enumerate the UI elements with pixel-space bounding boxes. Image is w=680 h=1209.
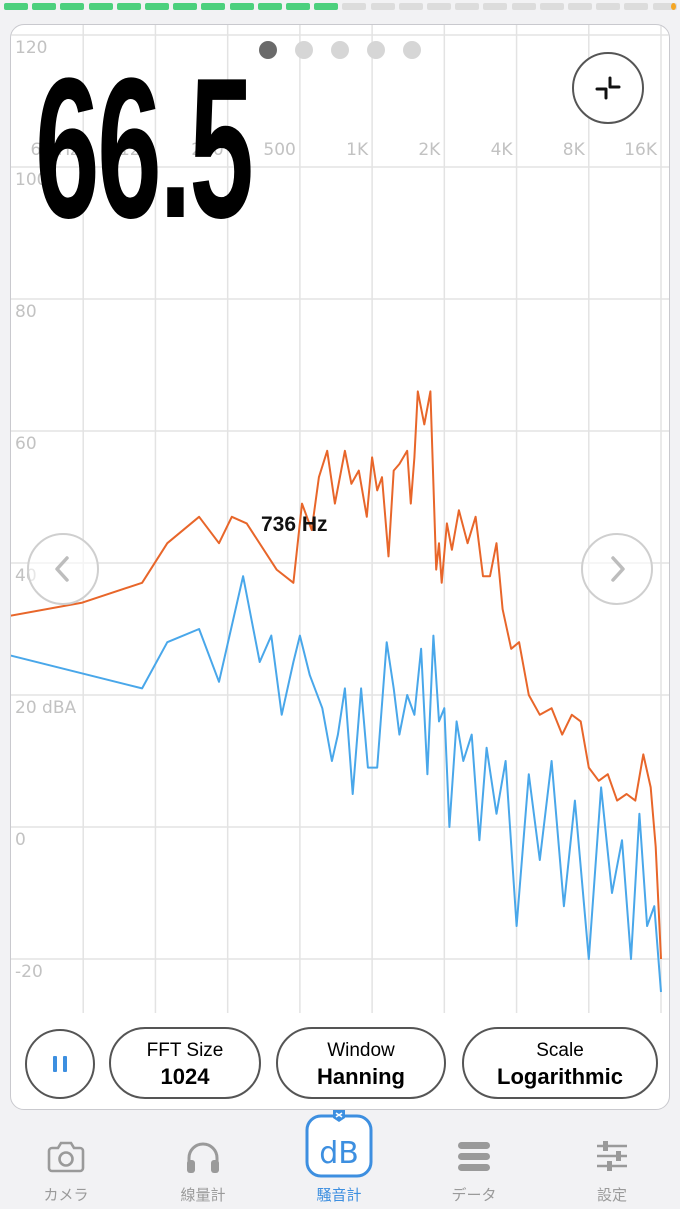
next-page-button[interactable] xyxy=(581,533,653,605)
chevron-right-icon xyxy=(611,556,625,582)
level-segment xyxy=(4,3,28,10)
x-tick-label: 1K xyxy=(346,140,369,160)
level-segment xyxy=(652,3,677,10)
level-segment xyxy=(116,3,141,10)
page-dot[interactable] xyxy=(367,41,385,59)
data-list-icon xyxy=(458,1142,490,1171)
collapse-button[interactable] xyxy=(572,52,644,124)
chevron-left-icon xyxy=(55,556,69,582)
spectrum-series-line xyxy=(11,575,662,993)
y-tick-label: -20 xyxy=(15,962,43,982)
svg-text:dB: dB xyxy=(319,1136,359,1171)
level-segment xyxy=(624,3,649,10)
camera-icon xyxy=(47,1141,85,1173)
window-function-button[interactable]: Window Hanning xyxy=(276,1027,446,1099)
tab-noise-meter[interactable]: dB 騒音計 xyxy=(279,1110,399,1209)
level-segment xyxy=(314,3,339,10)
page-dot[interactable] xyxy=(259,41,277,59)
level-segment xyxy=(88,3,113,10)
level-segment xyxy=(60,3,85,10)
level-segment xyxy=(539,3,564,10)
peak-frequency-label: 736 Hz xyxy=(261,513,328,536)
spectrum-series-line xyxy=(11,390,662,960)
window-function-title: Window xyxy=(327,1040,395,1061)
y-tick-label: 20 dBA xyxy=(15,698,76,718)
page-dot[interactable] xyxy=(295,41,313,59)
x-tick-label: 8K xyxy=(563,140,586,160)
level-segment xyxy=(568,3,592,10)
x-tick-label: 250 xyxy=(191,140,223,160)
page-dot[interactable] xyxy=(403,41,421,59)
db-meter-icon: dB xyxy=(305,1110,373,1178)
spectrum-card: 120 100 80 60 40 20 dBA 0 -20 62 Hz 125 250 500 1K 2K… xyxy=(10,24,670,1110)
window-function-value: Hanning xyxy=(317,1064,405,1089)
y-tick-label: 80 xyxy=(15,302,37,322)
scale-button[interactable]: Scale Logarithmic xyxy=(462,1027,658,1099)
level-segment xyxy=(455,3,480,10)
level-segment xyxy=(427,3,451,10)
x-tick-label: 16K xyxy=(624,140,658,160)
scale-title: Scale xyxy=(536,1040,584,1061)
y-tick-label: 60 xyxy=(15,434,37,454)
tab-dosimeter[interactable]: 線量計 xyxy=(143,1118,263,1209)
tab-camera-label: カメラ xyxy=(43,1186,89,1204)
pause-icon xyxy=(53,1056,67,1072)
tab-settings[interactable]: 設定 xyxy=(552,1118,672,1209)
level-segment xyxy=(511,3,536,10)
x-tick-label: 500 xyxy=(263,140,295,160)
tab-data-label: データ xyxy=(451,1186,497,1204)
scale-value: Logarithmic xyxy=(497,1064,623,1089)
tab-bar: カメラ 線量計 dB 騒音計 データ 設定 xyxy=(0,1110,680,1209)
level-segment xyxy=(229,3,254,10)
fft-size-value: 1024 xyxy=(160,1064,210,1089)
level-segment xyxy=(596,3,621,10)
level-segment xyxy=(145,3,169,10)
level-end-marker xyxy=(671,3,676,10)
level-segment xyxy=(483,3,508,10)
x-tick-label: 125 xyxy=(119,140,151,160)
level-meter-strip xyxy=(4,3,677,11)
collapse-icon xyxy=(595,76,621,100)
level-segment xyxy=(173,3,198,10)
level-segment xyxy=(201,3,226,10)
sliders-icon xyxy=(597,1141,627,1171)
tab-noise-meter-label: 騒音計 xyxy=(316,1186,362,1204)
fft-size-button[interactable]: FFT Size 1024 xyxy=(109,1027,261,1099)
sound-level-readout: 66.5 xyxy=(35,37,254,260)
analyzer-controls: FFT Size 1024 Window Hanning Scale Logar… xyxy=(11,1025,669,1105)
page-indicator[interactable] xyxy=(259,41,421,59)
y-tick-label: 100 xyxy=(15,170,47,190)
y-tick-label: 120 xyxy=(15,38,47,58)
level-segment xyxy=(342,3,367,10)
y-tick-label: 0 xyxy=(15,830,26,850)
page-dot[interactable] xyxy=(331,41,349,59)
level-segment xyxy=(286,3,310,10)
level-segment xyxy=(398,3,423,10)
level-segment xyxy=(257,3,282,10)
level-segment xyxy=(370,3,395,10)
headphones-icon xyxy=(187,1142,219,1173)
x-tick-label: 2K xyxy=(418,140,441,160)
pause-button[interactable] xyxy=(25,1029,95,1099)
tab-data[interactable]: データ xyxy=(414,1118,534,1209)
fft-size-title: FFT Size xyxy=(146,1040,224,1061)
tab-settings-label: 設定 xyxy=(596,1186,627,1204)
x-tick-label: 4K xyxy=(491,140,514,160)
tab-camera[interactable]: カメラ xyxy=(6,1118,126,1209)
previous-page-button[interactable] xyxy=(27,533,99,605)
x-tick-label: 62 Hz xyxy=(30,140,79,160)
tab-dosimeter-label: 線量計 xyxy=(180,1186,226,1204)
level-segment xyxy=(32,3,57,10)
